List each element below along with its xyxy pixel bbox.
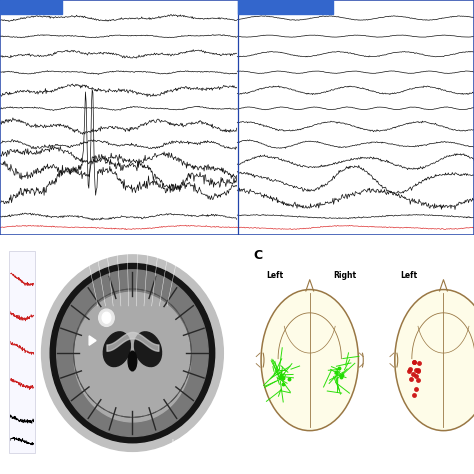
Text: C: C (254, 248, 263, 262)
FancyBboxPatch shape (0, 230, 242, 474)
Bar (0, 0, 474, 235)
Bar (238, 0, 333, 14)
Bar (9, 251, 35, 453)
Bar (0, 0, 62, 14)
FancyBboxPatch shape (228, 230, 474, 474)
